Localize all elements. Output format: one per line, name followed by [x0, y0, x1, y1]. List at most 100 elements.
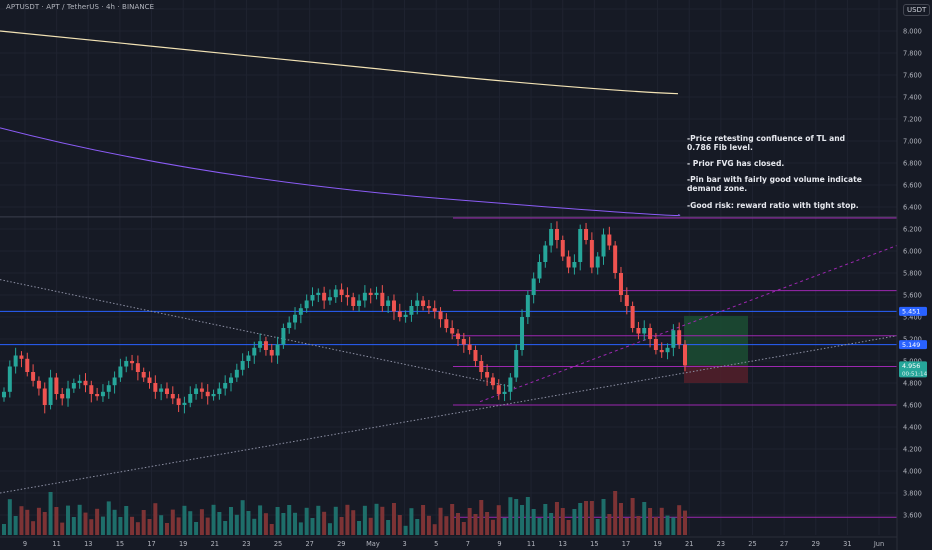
- x-tick-label: 17: [622, 540, 630, 548]
- volume-bar: [520, 505, 525, 535]
- volume-bar: [95, 508, 100, 535]
- descending-trendline: [0, 279, 516, 388]
- symbol-label: APTUSDT · APT / TetherUS · 4h · BINANCE: [6, 3, 155, 11]
- candle-body: [421, 300, 426, 306]
- currency-badge[interactable]: USDT: [903, 4, 931, 16]
- volume-bar: [485, 512, 490, 535]
- volume-bar: [386, 520, 391, 535]
- volume-bar: [677, 505, 682, 535]
- candle-body: [13, 355, 18, 367]
- volume-bar: [339, 517, 344, 535]
- volume-bar: [229, 507, 233, 535]
- volume-bar: [258, 505, 263, 535]
- candle-body: [607, 234, 612, 246]
- price-badge-bg: [899, 306, 927, 316]
- volume-bar: [653, 517, 658, 535]
- volume-bar: [223, 521, 228, 535]
- annotation-line: -Pin bar with fairly good volume indicat…: [687, 175, 862, 194]
- candle-body: [589, 240, 594, 268]
- volume-bar: [456, 513, 460, 535]
- candle-body: [327, 297, 332, 301]
- volume-bar: [141, 510, 146, 535]
- y-tick-label: 6.800: [903, 160, 922, 168]
- candle-body: [339, 289, 344, 295]
- volume-bar: [502, 517, 507, 535]
- candle-body: [630, 306, 635, 328]
- volume-bar: [246, 511, 251, 535]
- candle-body: [560, 240, 565, 257]
- candle-body: [194, 388, 199, 394]
- volume-bar: [89, 519, 94, 535]
- volume-bar: [100, 516, 105, 535]
- candle-body: [357, 300, 362, 306]
- moving-average-line: [0, 127, 681, 216]
- candle-body: [566, 256, 571, 268]
- candle-body: [525, 295, 530, 317]
- volume-bar: [112, 509, 117, 535]
- x-tick-label: 11: [527, 540, 535, 548]
- candle-body: [368, 292, 373, 295]
- candle-body: [677, 330, 682, 345]
- volume-bar: [380, 506, 385, 535]
- volume-bar: [560, 508, 565, 535]
- candle-body: [426, 306, 431, 309]
- volume-bar: [595, 519, 600, 535]
- candle-body: [642, 328, 647, 334]
- volume-bar: [211, 504, 216, 535]
- volume-bar: [159, 515, 164, 535]
- candle-body: [595, 256, 600, 268]
- candle-body: [304, 300, 309, 309]
- volume-bar: [60, 522, 65, 535]
- annotation-line: -Good risk: reward ratio with tight stop…: [687, 200, 859, 210]
- volume-bar: [275, 507, 280, 535]
- volume-bar: [362, 505, 367, 535]
- volume-bar: [671, 517, 676, 535]
- y-tick-label: 6.000: [903, 248, 922, 256]
- volume-bar: [357, 521, 362, 535]
- x-tick-label: 31: [843, 540, 851, 548]
- x-tick-label: 3: [402, 540, 406, 548]
- candle-body: [89, 385, 94, 394]
- candle-body: [95, 394, 100, 397]
- candle-body: [164, 388, 169, 394]
- price-badge: 5.451: [899, 306, 927, 316]
- candle-body: [333, 289, 338, 298]
- candle-body: [572, 262, 577, 268]
- volume-bar: [618, 503, 623, 535]
- volume-bar: [415, 519, 420, 535]
- candle-body: [508, 377, 513, 392]
- candle-body: [601, 234, 606, 257]
- y-tick-label: 7.200: [903, 116, 922, 124]
- x-tick-label: 19: [653, 540, 661, 548]
- candle-body: [42, 388, 47, 405]
- x-tick-label: Jun: [873, 540, 884, 548]
- volume-bar: [263, 513, 268, 535]
- candle-body: [653, 339, 658, 350]
- volume-bar: [2, 524, 6, 535]
- y-tick-label: 4.000: [903, 468, 922, 476]
- candle-body: [234, 369, 239, 378]
- candle-body: [141, 372, 146, 378]
- annotation-line: - Prior FVG has closed.: [687, 159, 785, 169]
- candle-body: [263, 341, 268, 350]
- x-tick-label: 17: [147, 540, 155, 548]
- ascending-trendline: [0, 335, 898, 494]
- candle-body: [391, 300, 396, 312]
- x-tick-label: 25: [748, 540, 756, 548]
- x-tick-label: 27: [780, 540, 788, 548]
- candle-body: [537, 262, 542, 279]
- candle-body: [36, 380, 41, 389]
- volume-bar: [194, 522, 199, 535]
- candle-body: [217, 388, 222, 394]
- volume-bar: [479, 500, 484, 535]
- volume-bar: [48, 492, 53, 535]
- candle-body: [549, 229, 554, 246]
- volume-bar: [554, 502, 559, 535]
- candle-body: [624, 295, 629, 306]
- x-tick-label: 5: [434, 540, 438, 548]
- candle-body: [281, 328, 286, 345]
- y-tick-label: 5.200: [903, 336, 922, 344]
- volume-bar: [601, 499, 606, 535]
